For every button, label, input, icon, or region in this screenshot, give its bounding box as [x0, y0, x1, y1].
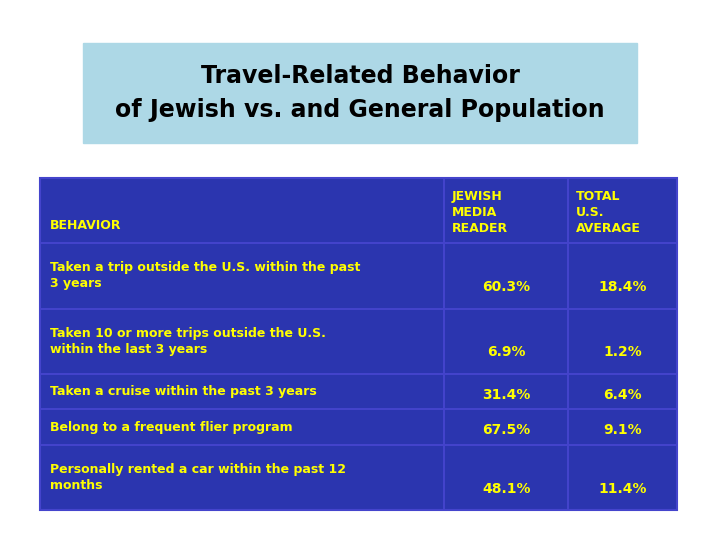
Bar: [444, 178, 569, 244]
Bar: [40, 409, 444, 445]
Text: 6.4%: 6.4%: [603, 388, 642, 402]
Bar: [40, 445, 444, 510]
Bar: [40, 178, 444, 244]
Text: Travel-Related Behavior
of Jewish vs. and General Population: Travel-Related Behavior of Jewish vs. an…: [115, 64, 605, 122]
Bar: [444, 409, 569, 445]
Bar: [569, 445, 677, 510]
Text: BEHAVIOR: BEHAVIOR: [50, 219, 121, 232]
Text: 6.9%: 6.9%: [487, 346, 526, 359]
Text: Taken 10 or more trips outside the U.S.
within the last 3 years: Taken 10 or more trips outside the U.S. …: [50, 327, 325, 356]
Text: Taken a cruise within the past 3 years: Taken a cruise within the past 3 years: [50, 385, 316, 398]
Bar: [40, 374, 444, 409]
Text: 67.5%: 67.5%: [482, 423, 531, 437]
Bar: [40, 244, 444, 308]
Bar: [569, 244, 677, 308]
Text: 9.1%: 9.1%: [603, 423, 642, 437]
Text: TOTAL
U.S.
AVERAGE: TOTAL U.S. AVERAGE: [576, 190, 641, 235]
Text: 18.4%: 18.4%: [598, 280, 647, 294]
Bar: [444, 374, 569, 409]
Bar: [444, 445, 569, 510]
Text: 48.1%: 48.1%: [482, 482, 531, 496]
Bar: [569, 178, 677, 244]
Bar: [569, 409, 677, 445]
Bar: [40, 178, 677, 510]
Text: Belong to a frequent flier program: Belong to a frequent flier program: [50, 421, 292, 434]
Text: 1.2%: 1.2%: [603, 346, 642, 359]
Bar: [40, 308, 444, 374]
Text: Personally rented a car within the past 12
months: Personally rented a car within the past …: [50, 463, 346, 492]
Text: 31.4%: 31.4%: [482, 388, 531, 402]
Text: JEWISH
MEDIA
READER: JEWISH MEDIA READER: [451, 190, 508, 235]
Bar: [569, 308, 677, 374]
FancyBboxPatch shape: [83, 43, 637, 143]
Bar: [444, 244, 569, 308]
Text: 11.4%: 11.4%: [598, 482, 647, 496]
Bar: [569, 374, 677, 409]
Bar: [444, 308, 569, 374]
Text: 60.3%: 60.3%: [482, 280, 531, 294]
Text: Taken a trip outside the U.S. within the past
3 years: Taken a trip outside the U.S. within the…: [50, 261, 360, 291]
